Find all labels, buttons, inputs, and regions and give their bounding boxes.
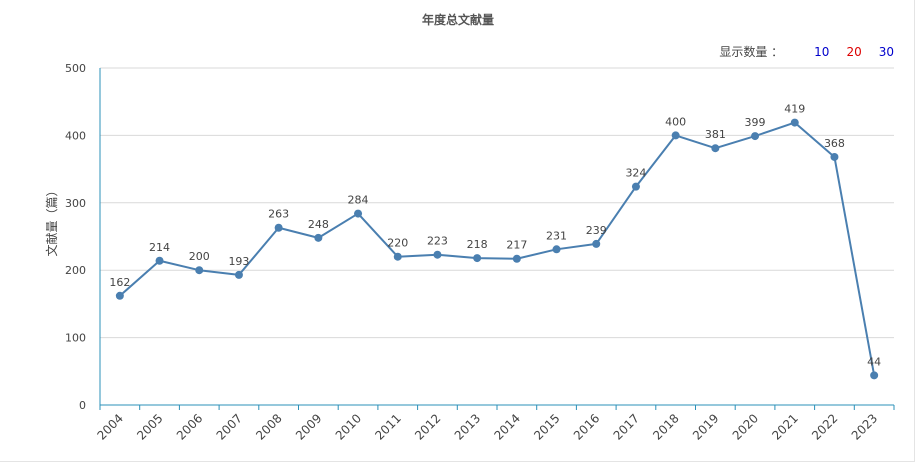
data-point	[314, 233, 323, 242]
data-point	[155, 256, 164, 265]
data-label: 44	[867, 355, 881, 368]
data-label: 214	[149, 241, 170, 254]
data-point	[631, 182, 640, 191]
data-label: 220	[387, 237, 408, 250]
data-point	[115, 291, 124, 300]
x-tick-label: 2020	[730, 411, 761, 442]
x-tick-label: 2017	[611, 411, 642, 442]
data-label: 263	[268, 208, 289, 221]
data-label: 193	[228, 255, 249, 268]
y-tick-label: 500	[65, 62, 86, 75]
data-point	[790, 118, 799, 127]
y-tick-label: 400	[65, 129, 86, 142]
data-label: 248	[308, 218, 329, 231]
data-label: 368	[824, 137, 845, 150]
x-tick-label: 2019	[690, 411, 721, 442]
x-tick-label: 2022	[809, 411, 840, 442]
data-label: 231	[546, 229, 567, 242]
data-label: 400	[665, 115, 686, 128]
x-tick-label: 2005	[134, 411, 165, 442]
x-tick-label: 2016	[571, 411, 602, 442]
display-count-selector: 显示数量 ： 10 20 30	[719, 43, 894, 60]
data-point	[830, 152, 839, 161]
x-tick-label: 2009	[293, 411, 324, 442]
x-tick-label: 2012	[412, 411, 443, 442]
data-label: 162	[109, 276, 130, 289]
y-axis-label: 文献量（篇）	[44, 184, 59, 256]
x-tick-label: 2010	[333, 411, 364, 442]
data-point	[751, 132, 760, 141]
data-point	[671, 131, 680, 140]
x-tick-label: 2018	[650, 411, 681, 442]
data-label: 217	[506, 239, 527, 252]
data-point	[592, 239, 601, 248]
data-point	[512, 254, 521, 263]
y-tick-label: 300	[65, 197, 86, 210]
data-point	[711, 144, 720, 153]
series-line	[119, 121, 876, 376]
data-point	[433, 250, 442, 259]
x-tick-label: 2004	[94, 411, 125, 442]
x-tick-label: 2014	[491, 411, 522, 442]
x-tick-label: 2007	[214, 411, 245, 442]
data-point	[274, 223, 283, 232]
data-label: 223	[427, 235, 448, 248]
data-label: 200	[189, 250, 210, 263]
x-tick-label: 2013	[452, 411, 483, 442]
data-point	[354, 209, 363, 218]
display-count-option-10[interactable]: 10	[814, 45, 830, 59]
data-label: 218	[467, 238, 488, 251]
chart-title: 年度总文献量	[421, 13, 494, 27]
data-label: 239	[586, 224, 607, 237]
x-tick-label: 2006	[174, 411, 205, 442]
y-tick-label: 0	[79, 399, 86, 412]
data-label: 324	[625, 167, 646, 180]
display-count-label: 显示数量 ：	[719, 45, 784, 59]
y-tick-label: 200	[65, 264, 86, 277]
display-count-option-20[interactable]: 20	[846, 45, 862, 59]
data-label: 419	[784, 103, 805, 116]
data-point	[552, 245, 561, 254]
x-tick-label: 2011	[372, 411, 403, 442]
data-point	[473, 254, 482, 263]
y-tick-label: 100	[65, 332, 86, 345]
data-label: 284	[348, 194, 369, 207]
x-tick-label: 2015	[531, 411, 562, 442]
display-count-option-30[interactable]: 30	[878, 45, 894, 59]
x-tick-label: 2008	[253, 411, 284, 442]
data-label: 381	[705, 128, 726, 141]
data-point	[870, 371, 879, 380]
data-point	[234, 270, 243, 279]
data-point	[393, 252, 402, 261]
data-point	[195, 266, 204, 275]
x-tick-label: 2021	[769, 411, 800, 442]
x-tick-label: 2023	[849, 411, 880, 442]
data-label: 399	[745, 116, 766, 129]
